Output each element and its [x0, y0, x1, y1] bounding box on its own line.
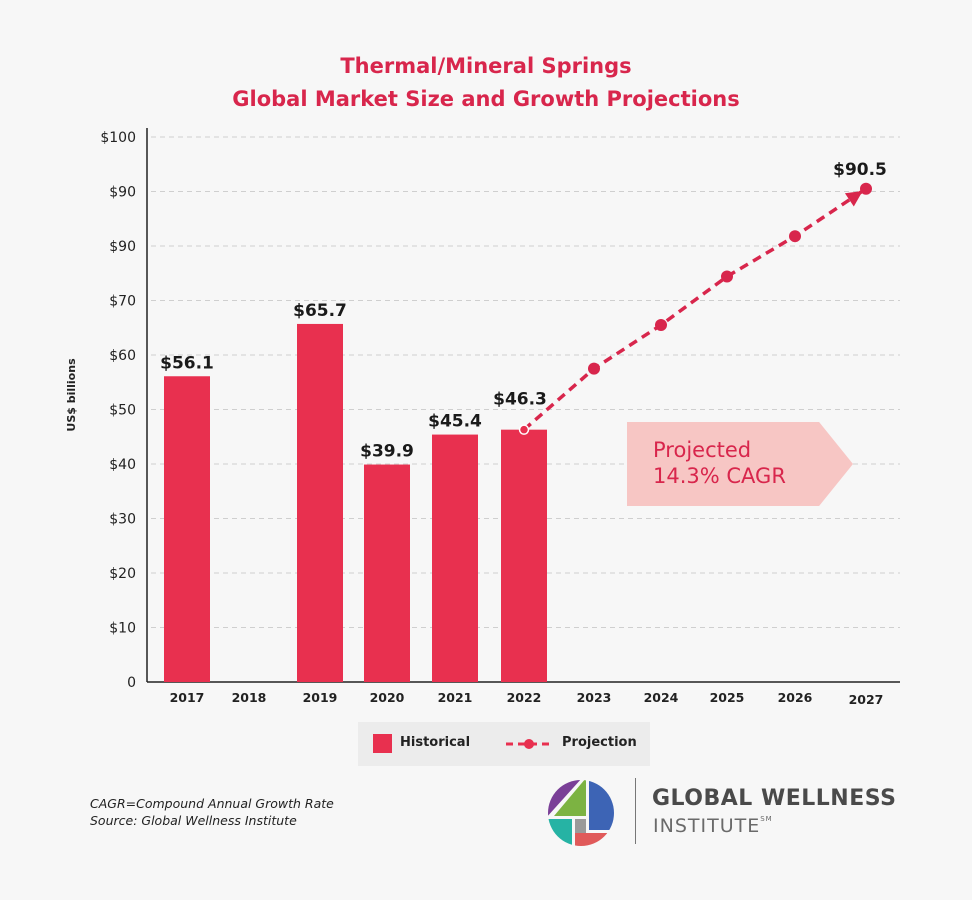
x-tick-label: 2022	[507, 690, 542, 705]
bar-2022	[501, 429, 547, 682]
y-tick-label: $50	[109, 403, 136, 419]
chart-subtitle: Global Market Size and Growth Projection…	[232, 87, 740, 111]
legend: Historical Projection	[358, 722, 650, 766]
bar-2017	[164, 376, 210, 682]
projection-point-2025	[721, 270, 733, 283]
bar-value-label: $65.7	[293, 301, 347, 321]
footnote-cagr: CAGR=Compound Annual Growth Rate	[90, 796, 334, 811]
y-tick-label: $90	[109, 239, 136, 255]
legend-projection-label: Projection	[562, 735, 637, 750]
legend-historical-label: Historical	[400, 735, 471, 750]
bar-2021	[432, 434, 478, 682]
x-tick-label: 2025	[710, 690, 745, 705]
cagr-callout-text: Projected 14.3% CAGR	[653, 437, 786, 489]
legend-historical-swatch	[373, 734, 392, 753]
legend-projection-icon	[506, 739, 552, 749]
x-tick-label: 2023	[577, 690, 612, 705]
bar-2019	[297, 323, 343, 682]
projection-arrowhead	[844, 190, 863, 207]
y-tick-label: $60	[109, 348, 136, 364]
x-tick-label: 2027	[849, 692, 884, 707]
projection-point-2027	[860, 182, 872, 195]
y-tick-label: 0	[127, 675, 136, 691]
gwi-logo-icon	[548, 780, 614, 846]
projection-start-point	[518, 424, 530, 435]
logo-divider	[635, 778, 636, 844]
projection-line	[522, 187, 867, 431]
bar-value-label: $46.3	[493, 390, 547, 410]
cagr-callout-line1: Projected	[653, 438, 752, 462]
bar-2020	[364, 464, 410, 682]
brand-name: GLOBAL WELLNESS	[652, 786, 897, 811]
cagr-callout	[627, 422, 853, 506]
y-tick-label: $30	[109, 512, 136, 528]
brand-subname: INSTITUTESM	[653, 815, 773, 837]
projection-point-2023	[588, 362, 600, 375]
y-axis-label: US$ billions	[65, 358, 78, 432]
y-tick-label: $90	[109, 185, 136, 201]
x-tick-label: 2020	[370, 690, 405, 705]
brand-service-mark: SM	[760, 815, 773, 823]
x-tick-label: 2017	[170, 690, 205, 705]
chart-area: 0 $10 $20 $30 $40 $50 $60 $70 $90 $90 $100 US$ bill…	[65, 128, 900, 707]
projection-point-2026	[789, 230, 801, 243]
y-tick-label: $10	[109, 621, 136, 637]
chart-title-block: Thermal/Mineral Springs Global Market Si…	[0, 50, 972, 116]
chart-title: Thermal/Mineral Springs	[340, 54, 632, 78]
brand-subname-text: INSTITUTE	[653, 815, 761, 837]
x-tick-label: 2018	[232, 690, 267, 705]
bar-value-label: $39.9	[360, 442, 414, 462]
bar-value-label: $56.1	[160, 353, 214, 373]
x-tick-label: 2019	[303, 690, 338, 705]
x-tick-label: 2021	[438, 690, 473, 705]
y-tick-label: $70	[109, 294, 136, 310]
footnote-source: Source: Global Wellness Institute	[90, 813, 297, 828]
y-tick-label: $100	[100, 130, 136, 146]
bar-value-label: $45.4	[428, 412, 482, 432]
y-tick-label: $20	[109, 566, 136, 582]
projection-point-2024	[655, 319, 667, 332]
cagr-callout-line2: 14.3% CAGR	[653, 464, 786, 488]
x-tick-label: 2026	[778, 690, 813, 705]
y-tick-label: $40	[109, 457, 136, 473]
projection-value-label: $90.5	[833, 160, 887, 180]
footnote: CAGR=Compound Annual Growth Rate Source:…	[90, 795, 334, 829]
x-tick-label: 2024	[644, 690, 679, 705]
